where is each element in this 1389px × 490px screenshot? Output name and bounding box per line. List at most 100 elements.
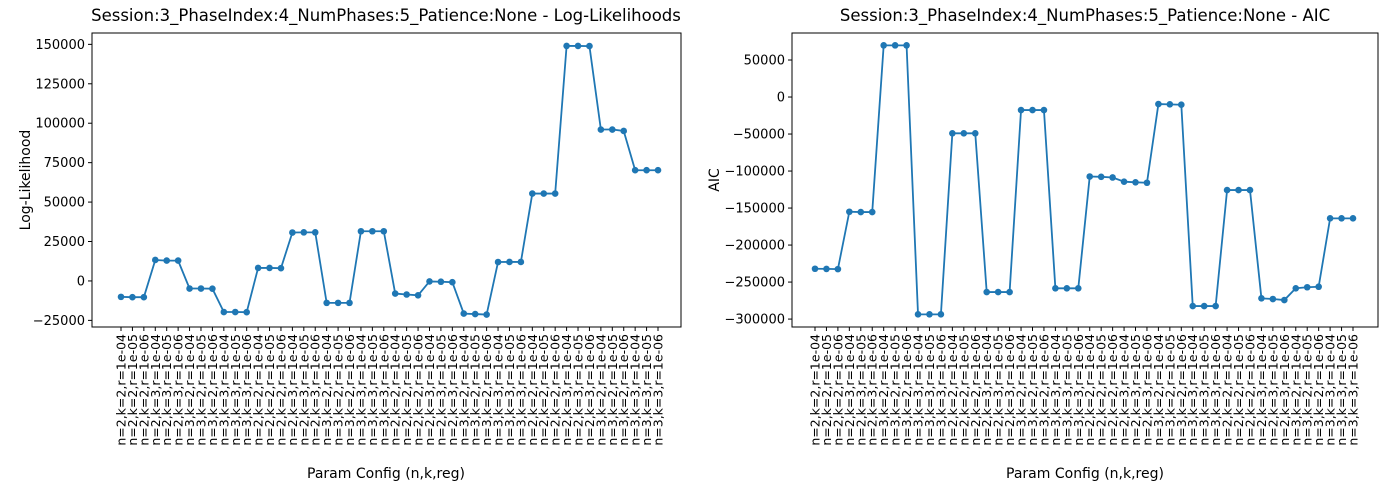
svg-text:n=3,k=2,r=1e-04: n=3,k=2,r=1e-04 [1151, 334, 1166, 446]
svg-text:n=3,k=2,r=1e-06: n=3,k=2,r=1e-06 [479, 334, 494, 446]
svg-text:n=2,k=3,r=1e-05: n=2,k=3,r=1e-05 [1128, 334, 1143, 446]
svg-text:n=3,k=2,r=1e-05: n=3,k=2,r=1e-05 [1300, 334, 1315, 446]
svg-text:50000: 50000 [44, 196, 85, 211]
svg-text:n=2,k=2,r=1e-06: n=2,k=2,r=1e-06 [1105, 334, 1120, 446]
data-point [891, 42, 899, 49]
data-point [563, 42, 570, 50]
data-point [654, 166, 662, 174]
aic-chart-panel: Session:3_PhaseIndex:4_NumPhases:5_Patie… [695, 0, 1389, 490]
data-point [483, 311, 490, 318]
svg-text:n=2,k=2,r=1e-04: n=2,k=2,r=1e-04 [114, 334, 129, 446]
svg-text:n=3,k=3,r=1e-05: n=3,k=3,r=1e-05 [228, 334, 243, 446]
svg-text:n=2,k=3,r=1e-05: n=2,k=3,r=1e-05 [991, 334, 1006, 446]
svg-text:n=3,k=3,r=1e-06: n=3,k=3,r=1e-06 [1071, 334, 1086, 446]
data-point [254, 264, 262, 272]
data-point [460, 310, 468, 317]
aic-chart-title: Session:3_PhaseIndex:4_NumPhases:5_Patie… [839, 6, 1331, 25]
data-point [971, 129, 979, 137]
svg-text:n=2,k=3,r=1e-06: n=2,k=3,r=1e-06 [1139, 334, 1154, 446]
svg-text:n=2,k=3,r=1e-04: n=2,k=3,r=1e-04 [842, 334, 857, 446]
svg-text:n=2,k=3,r=1e-06: n=2,k=3,r=1e-06 [308, 334, 323, 446]
svg-text:n=2,k=2,r=1e-04: n=2,k=2,r=1e-04 [251, 334, 266, 446]
data-point [449, 278, 456, 286]
data-point [643, 166, 650, 174]
svg-text:n=3,k=3,r=1e-05: n=3,k=3,r=1e-05 [1059, 334, 1074, 446]
data-point [903, 42, 910, 49]
data-point [1074, 284, 1082, 292]
data-point [880, 42, 887, 49]
series-line [814, 44, 1353, 316]
data-point [1029, 106, 1036, 114]
data-point [1155, 100, 1162, 108]
svg-text:n=3,k=2,r=1e-04: n=3,k=2,r=1e-04 [1288, 334, 1303, 446]
svg-text:n=2,k=2,r=1e-06: n=2,k=2,r=1e-06 [1242, 334, 1257, 446]
data-point [311, 229, 319, 236]
svg-text:n=2,k=3,r=1e-04: n=2,k=3,r=1e-04 [979, 334, 994, 446]
svg-text:n=2,k=2,r=1e-04: n=2,k=2,r=1e-04 [1082, 334, 1097, 446]
svg-text:n=2,k=3,r=1e-04: n=2,k=3,r=1e-04 [148, 334, 163, 446]
svg-text:75000: 75000 [44, 156, 85, 171]
svg-text:n=3,k=3,r=1e-05: n=3,k=3,r=1e-05 [1334, 334, 1349, 446]
data-point [1178, 101, 1185, 109]
svg-text:n=2,k=2,r=1e-05: n=2,k=2,r=1e-05 [125, 334, 140, 446]
svg-text:n=2,k=3,r=1e-06: n=2,k=3,r=1e-06 [171, 334, 186, 446]
data-point [1303, 283, 1311, 291]
data-point [1143, 179, 1151, 187]
svg-text:n=2,k=2,r=1e-06: n=2,k=2,r=1e-06 [136, 334, 151, 446]
data-point [1086, 173, 1094, 180]
data-point [357, 227, 365, 235]
svg-text:0: 0 [777, 91, 785, 106]
svg-text:n=3,k=2,r=1e-04: n=3,k=2,r=1e-04 [876, 334, 891, 446]
data-point [277, 264, 285, 272]
data-point [426, 278, 433, 285]
svg-text:−150000: −150000 [724, 202, 785, 217]
data-point [1223, 186, 1231, 194]
data-point [403, 291, 410, 298]
svg-text:−50000: −50000 [733, 128, 785, 143]
data-point [266, 264, 273, 272]
data-point [1269, 295, 1277, 303]
svg-text:n=3,k=3,r=1e-05: n=3,k=3,r=1e-05 [365, 334, 380, 446]
data-point [846, 208, 853, 216]
data-point [1326, 215, 1334, 222]
data-point [1097, 173, 1105, 181]
svg-text:n=2,k=3,r=1e-06: n=2,k=3,r=1e-06 [445, 334, 460, 446]
data-point [243, 308, 250, 316]
svg-text:n=2,k=2,r=1e-05: n=2,k=2,r=1e-05 [1094, 334, 1109, 446]
svg-text:n=2,k=2,r=1e-05: n=2,k=2,r=1e-05 [536, 334, 551, 446]
svg-text:n=2,k=3,r=1e-05: n=2,k=3,r=1e-05 [159, 334, 174, 446]
svg-text:n=3,k=2,r=1e-05: n=3,k=2,r=1e-05 [468, 334, 483, 446]
svg-text:n=2,k=2,r=1e-06: n=2,k=2,r=1e-06 [411, 334, 426, 446]
data-point [1315, 283, 1322, 291]
svg-text:n=2,k=2,r=1e-05: n=2,k=2,r=1e-05 [262, 334, 277, 446]
svg-text:n=3,k=3,r=1e-04: n=3,k=3,r=1e-04 [1185, 334, 1200, 446]
axes-spines [91, 32, 682, 328]
data-point [586, 42, 593, 50]
data-point [117, 293, 125, 301]
data-point [609, 126, 616, 133]
data-point [1349, 215, 1357, 222]
data-point [857, 208, 865, 216]
svg-text:n=3,k=2,r=1e-06: n=3,k=2,r=1e-06 [1174, 334, 1189, 446]
svg-text:n=3,k=2,r=1e-05: n=3,k=2,r=1e-05 [193, 334, 208, 446]
svg-text:−300000: −300000 [724, 313, 785, 328]
svg-text:n=3,k=2,r=1e-06: n=3,k=2,r=1e-06 [899, 334, 914, 446]
svg-text:−200000: −200000 [724, 239, 785, 254]
svg-text:n=3,k=2,r=1e-06: n=3,k=2,r=1e-06 [1036, 334, 1051, 446]
svg-text:n=2,k=2,r=1e-05: n=2,k=2,r=1e-05 [956, 334, 971, 446]
data-point [506, 258, 513, 266]
data-point [129, 293, 136, 301]
data-point [960, 129, 968, 137]
svg-text:n=3,k=2,r=1e-06: n=3,k=2,r=1e-06 [1311, 334, 1326, 446]
svg-text:n=2,k=3,r=1e-04: n=2,k=3,r=1e-04 [1117, 334, 1132, 446]
svg-text:n=3,k=2,r=1e-05: n=3,k=2,r=1e-05 [331, 334, 346, 446]
y-axis-ticks: 50000 0 −50000 −100000 −150000 −200000 −250000… [724, 54, 792, 328]
data-point [289, 229, 296, 236]
svg-text:n=2,k=3,r=1e-05: n=2,k=3,r=1e-05 [433, 334, 448, 446]
svg-text:n=2,k=3,r=1e-04: n=2,k=3,r=1e-04 [559, 334, 574, 446]
data-point [517, 258, 525, 266]
svg-text:n=2,k=2,r=1e-06: n=2,k=2,r=1e-06 [830, 334, 845, 446]
svg-text:n=3,k=3,r=1e-05: n=3,k=3,r=1e-05 [639, 334, 654, 446]
svg-text:n=2,k=3,r=1e-06: n=2,k=3,r=1e-06 [582, 334, 597, 446]
svg-text:n=3,k=2,r=1e-05: n=3,k=2,r=1e-05 [1025, 334, 1040, 446]
